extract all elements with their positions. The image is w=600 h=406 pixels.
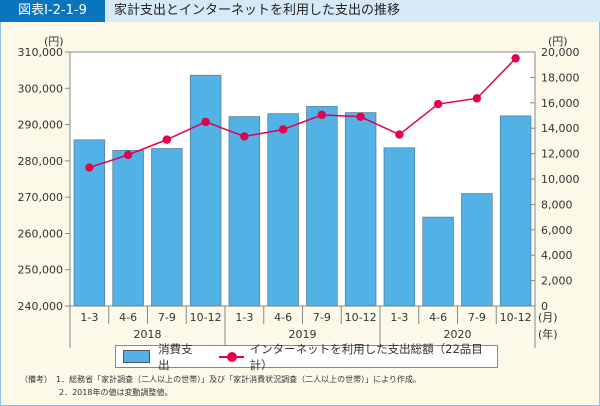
bar — [383, 147, 416, 307]
right-tick-label: 20,000 — [541, 46, 580, 59]
line-point — [317, 110, 327, 120]
line-point — [511, 54, 520, 63]
right-tick-label: 18,000 — [541, 71, 580, 84]
x-tick-label: 7-9 — [468, 311, 486, 324]
line-point — [278, 125, 288, 134]
left-tick-label: 260,000 — [18, 227, 64, 240]
right-tick-label: 6,000 — [541, 224, 573, 237]
right-tick-label: 8,000 — [541, 198, 573, 211]
figure-number: 図表Ⅰ-2-1-9 — [0, 0, 105, 22]
right-tick-label: 0 — [541, 300, 548, 313]
bar — [461, 193, 493, 307]
left-tick-label: 270,000 — [18, 191, 64, 204]
x-tick-label: 7-9 — [313, 311, 331, 324]
x-tick-label: 1-3 — [80, 311, 98, 324]
x-unit-year: (年) — [538, 327, 558, 341]
line-point — [123, 150, 133, 160]
line-point — [240, 132, 249, 141]
bar — [306, 106, 338, 307]
x-tick-label: 10-12 — [190, 311, 222, 324]
bar — [422, 216, 454, 307]
x-unit-month: (月) — [538, 311, 558, 324]
line-point — [162, 135, 172, 144]
right-tick-label: 16,000 — [541, 97, 580, 110]
year-label: 2018 — [134, 328, 162, 341]
line-point — [201, 117, 210, 127]
right-tick-label: 10,000 — [541, 173, 580, 186]
bar — [112, 149, 144, 307]
bar — [228, 116, 261, 307]
x-tick-label: 10-12 — [345, 311, 377, 324]
bar — [151, 148, 183, 307]
title-bar: 図表Ⅰ-2-1-9 家計支出とインターネットを利用した支出の推移 — [0, 0, 600, 22]
legend-bar-label: 消費支出 — [158, 341, 193, 372]
x-tick-label: 4-6 — [274, 311, 292, 324]
line-point — [433, 99, 443, 109]
right-axis-unit: (円) — [548, 35, 568, 48]
x-tick-label: 4-6 — [429, 311, 447, 324]
bar — [344, 112, 377, 307]
notes: （備考） 1．総務省「家計調査（二人以上の世帯）」及び「家計消費状況調査（二人以… — [20, 373, 421, 399]
note-2: 2．2018年の値は変動調整値。 — [59, 388, 173, 397]
note-1: （備考） 1．総務省「家計調査（二人以上の世帯）」及び「家計消費状況調査（二人以… — [20, 375, 421, 384]
x-tick-label: 1-3 — [235, 311, 253, 324]
right-tick-label: 2,000 — [541, 275, 573, 288]
year-label: 2019 — [289, 328, 317, 341]
legend: 消費支出 インターネットを利用した支出総額（22品目計） — [115, 342, 498, 372]
line-point — [85, 163, 94, 172]
bar — [499, 115, 532, 307]
right-tick-label: 14,000 — [541, 122, 580, 135]
x-tick-label: 7-9 — [158, 311, 176, 324]
left-tick-label: 310,000 — [18, 46, 64, 59]
right-tick-label: 4,000 — [541, 249, 573, 262]
plot-area — [69, 51, 536, 307]
left-tick-label: 240,000 — [18, 300, 64, 313]
left-tick-label: 300,000 — [18, 82, 64, 95]
line-point — [472, 94, 482, 103]
year-label: 2020 — [444, 328, 472, 341]
x-tick-label: 4-6 — [119, 311, 137, 324]
bar — [267, 113, 299, 307]
legend-line-label: インターネットを利用した支出総額（22品目計） — [249, 341, 483, 372]
legend-line-marker-icon — [218, 351, 244, 362]
figure-title: 家計支出とインターネットを利用した支出の推移 — [114, 3, 401, 18]
line-point — [356, 112, 365, 121]
line-point — [395, 130, 404, 139]
right-tick-label: 12,000 — [541, 148, 580, 161]
bar — [189, 74, 222, 307]
x-tick-label: 1-3 — [390, 311, 408, 324]
line-series — [89, 57, 517, 169]
x-tick-label: 10-12 — [500, 311, 532, 324]
left-tick-label: 290,000 — [18, 119, 64, 132]
left-tick-label: 280,000 — [18, 155, 64, 168]
left-axis-unit: (円) — [44, 35, 64, 48]
legend-bar-swatch — [123, 350, 151, 363]
left-tick-label: 250,000 — [18, 264, 64, 277]
